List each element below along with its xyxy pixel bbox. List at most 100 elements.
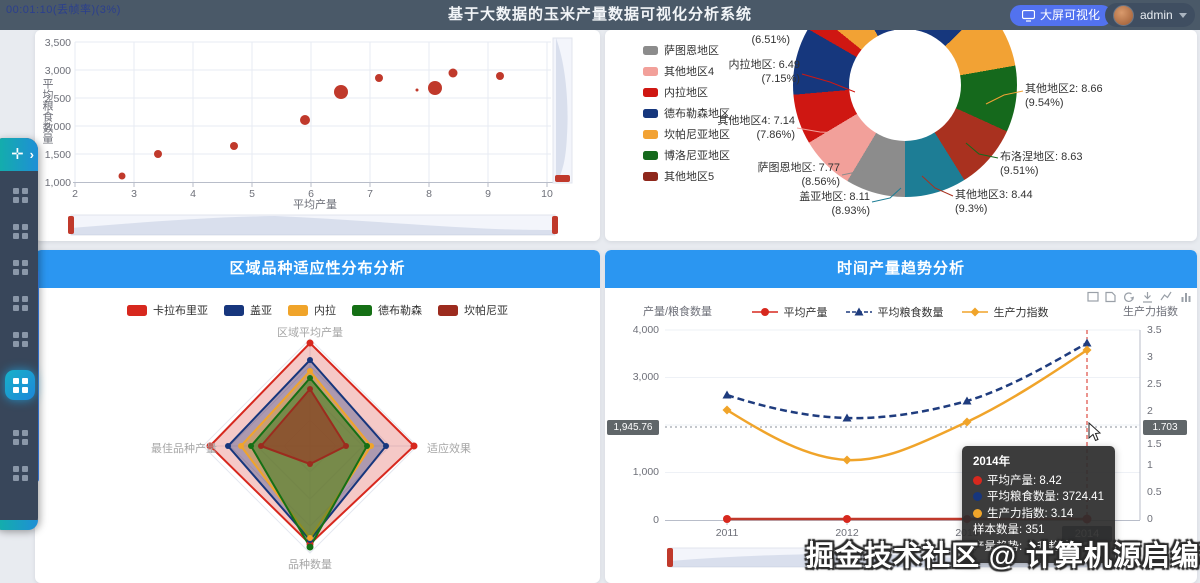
- magic-bar-icon: [1181, 293, 1191, 302]
- legend-chip: [352, 304, 372, 316]
- scatter-y-tick: 3,000: [44, 65, 71, 77]
- chevron-right-icon[interactable]: ›: [29, 147, 34, 162]
- radar-legend-item[interactable]: 德布勒森: [352, 302, 422, 318]
- trend-legend-item[interactable]: 生产力指数: [961, 304, 1049, 320]
- scatter-horizontal-zoom-slider: [68, 214, 558, 236]
- trend-left-tick: 3,000: [632, 371, 659, 383]
- zoom-reset-icon: [1105, 291, 1116, 303]
- username: admin: [1140, 8, 1173, 22]
- trend-legend-item[interactable]: 平均粮食数量: [845, 304, 944, 320]
- chart-tooltip: 2014年 平均产量: 8.42 平均粮食数量: 3724.41 生产力指数: …: [962, 446, 1115, 563]
- trend-panel-title: 时间产量趋势分析: [605, 250, 1197, 288]
- series-grain-line: [726, 341, 1088, 420]
- sidebar-header[interactable]: ✛ ›: [0, 138, 38, 171]
- sidebar-item-grid-7[interactable]: [13, 430, 28, 445]
- user-menu[interactable]: admin: [1105, 3, 1195, 27]
- top-header-bar: 00:01:10(丢帧率)(3%) 基于大数据的玉米产量数据可视化分析系统 大屏…: [0, 0, 1200, 30]
- sidebar-item-active[interactable]: [5, 370, 35, 400]
- scatter-y-tick: 2,500: [44, 93, 71, 105]
- scatter-chart[interactable]: [35, 30, 600, 241]
- radar-chart[interactable]: [35, 288, 600, 583]
- line-circle-marker: [751, 308, 778, 316]
- pie-label: 其他地区3: 8.44 (9.3%): [955, 189, 1033, 215]
- series-dot: [973, 508, 982, 518]
- sidebar-footer: [0, 520, 38, 530]
- pie-legend-item[interactable]: 其他地区4: [643, 63, 730, 79]
- line-triangle-marker: [845, 307, 872, 316]
- radar-axis-label-bottom: 品种数量: [288, 559, 332, 571]
- legend-chip: [127, 304, 147, 316]
- pie-label: 其他地区4: 7.14 (7.86%): [717, 115, 795, 141]
- legend-chip: [643, 66, 658, 76]
- radar-axis-label-top: 区域平均产量: [277, 327, 343, 339]
- radar-axis-label-right: 适应效果: [427, 443, 471, 455]
- radar-legend: 卡拉布里亚 盖亚 内拉 德布勒森 坎帕尼亚: [35, 302, 600, 318]
- trend-legend: 平均产量 平均粮食数量 生产力指数: [715, 304, 1085, 320]
- donut-hole: [849, 30, 961, 141]
- scatter-vertical-zoom-slider: [552, 37, 573, 184]
- pie-label: 其他地区2: 8.66 (9.54%): [1025, 83, 1103, 109]
- scatter-x-tick: 9: [485, 188, 491, 200]
- trend-right-tick: 1.5: [1147, 438, 1162, 450]
- legend-chip: [288, 304, 308, 316]
- trend-left-tick: 0: [653, 514, 659, 526]
- magic-line-icon: [1160, 291, 1172, 301]
- scatter-x-tick: 10: [541, 188, 553, 200]
- scatter-x-axis-name: 平均产量: [293, 199, 337, 211]
- pie-legend-item[interactable]: 博洛尼亚地区: [643, 147, 730, 163]
- big-screen-button-label: 大屏可视化: [1040, 8, 1101, 22]
- radar-legend-item[interactable]: 卡拉布里亚: [127, 302, 208, 318]
- legend-chip: [643, 150, 658, 160]
- pie-legend: 萨图恩地区 其他地区4 内拉地区 德布勒森地区 坎帕尼亚地区 博洛尼亚地区 其他…: [643, 42, 730, 184]
- move-icon[interactable]: ✛: [11, 146, 24, 163]
- tooltip-row: 平均产量: 8.42: [973, 473, 1104, 490]
- trend-right-tick: 3: [1147, 351, 1153, 363]
- avatar: [1113, 4, 1134, 26]
- sidebar-item-grid-2[interactable]: [13, 224, 28, 239]
- series-dot: [973, 492, 982, 501]
- tooltip-row: 生产力指数: 3.14: [973, 506, 1104, 523]
- line-diamond-marker: [961, 307, 988, 317]
- pie-legend-item[interactable]: 德布勒森地区: [643, 105, 730, 121]
- big-screen-button[interactable]: 大屏可视化: [1010, 5, 1113, 26]
- tooltip-title: 2014年: [973, 456, 1011, 468]
- radar-legend-item[interactable]: 内拉: [288, 302, 336, 318]
- trend-right-tick: 0: [1147, 513, 1153, 525]
- sidebar-item-grid-3[interactable]: [13, 260, 28, 275]
- trend-legend-item[interactable]: 平均产量: [751, 304, 828, 320]
- scatter-y-tick: 1,000: [44, 177, 71, 189]
- pie-legend-item[interactable]: 其他地区5: [643, 168, 730, 184]
- legend-chip: [643, 87, 658, 97]
- trend-right-axis-name: 生产力指数: [1123, 306, 1178, 318]
- pie-label: 布洛涅地区: 8.63 (9.51%): [1000, 151, 1083, 177]
- sidebar-item-grid-1[interactable]: [13, 188, 28, 203]
- legend-chip: [438, 304, 458, 316]
- trend-right-tick: 2.5: [1147, 378, 1162, 390]
- scatter-x-tick: 8: [426, 188, 432, 200]
- sidebar-item-grid-8[interactable]: [13, 466, 28, 481]
- scatter-x-tick: 3: [131, 188, 137, 200]
- legend-chip: [643, 129, 658, 139]
- watermark-text: 掘金技术社区 @ 计算机源启编程: [806, 540, 1200, 571]
- chart-toolbox[interactable]: [1087, 290, 1191, 304]
- radar-legend-item[interactable]: 坎帕尼亚: [438, 302, 508, 318]
- radar-legend-item[interactable]: 盖亚: [224, 302, 272, 318]
- radar-panel-title: 区域品种适应性分布分析: [35, 250, 600, 288]
- pie-label: 盖亚地区: 8.11 (8.93%): [799, 191, 870, 217]
- pie-legend-item[interactable]: 内拉地区: [643, 84, 730, 100]
- axis-pointer-left-label: 1,945.76: [607, 420, 659, 435]
- trend-panel: 时间产量趋势分析 平均产量 平均粮食数量 生产力指数 产量/粮食数量 生产力指数: [605, 250, 1197, 583]
- series-productivity-line: [726, 348, 1088, 462]
- sidebar-item-grid-5[interactable]: [13, 332, 28, 347]
- axis-pointer-right-label: 1.703: [1143, 420, 1187, 435]
- pie-label: 萨图恩地区: 7.77 (8.56%): [757, 162, 840, 188]
- tooltip-row: 产量趋势: 上升趋势: [973, 540, 1072, 553]
- scatter-y-tick: 1,500: [44, 149, 71, 161]
- legend-chip: [643, 108, 658, 118]
- pie-legend-item[interactable]: 坎帕尼亚地区: [643, 126, 730, 142]
- pie-legend-item[interactable]: 萨图恩地区: [643, 42, 730, 58]
- floating-sidebar[interactable]: ✛ ›: [0, 138, 38, 530]
- sidebar-item-grid-4[interactable]: [13, 296, 28, 311]
- trend-right-tick: 0.5: [1147, 486, 1162, 498]
- scatter-x-tick: 5: [249, 188, 255, 200]
